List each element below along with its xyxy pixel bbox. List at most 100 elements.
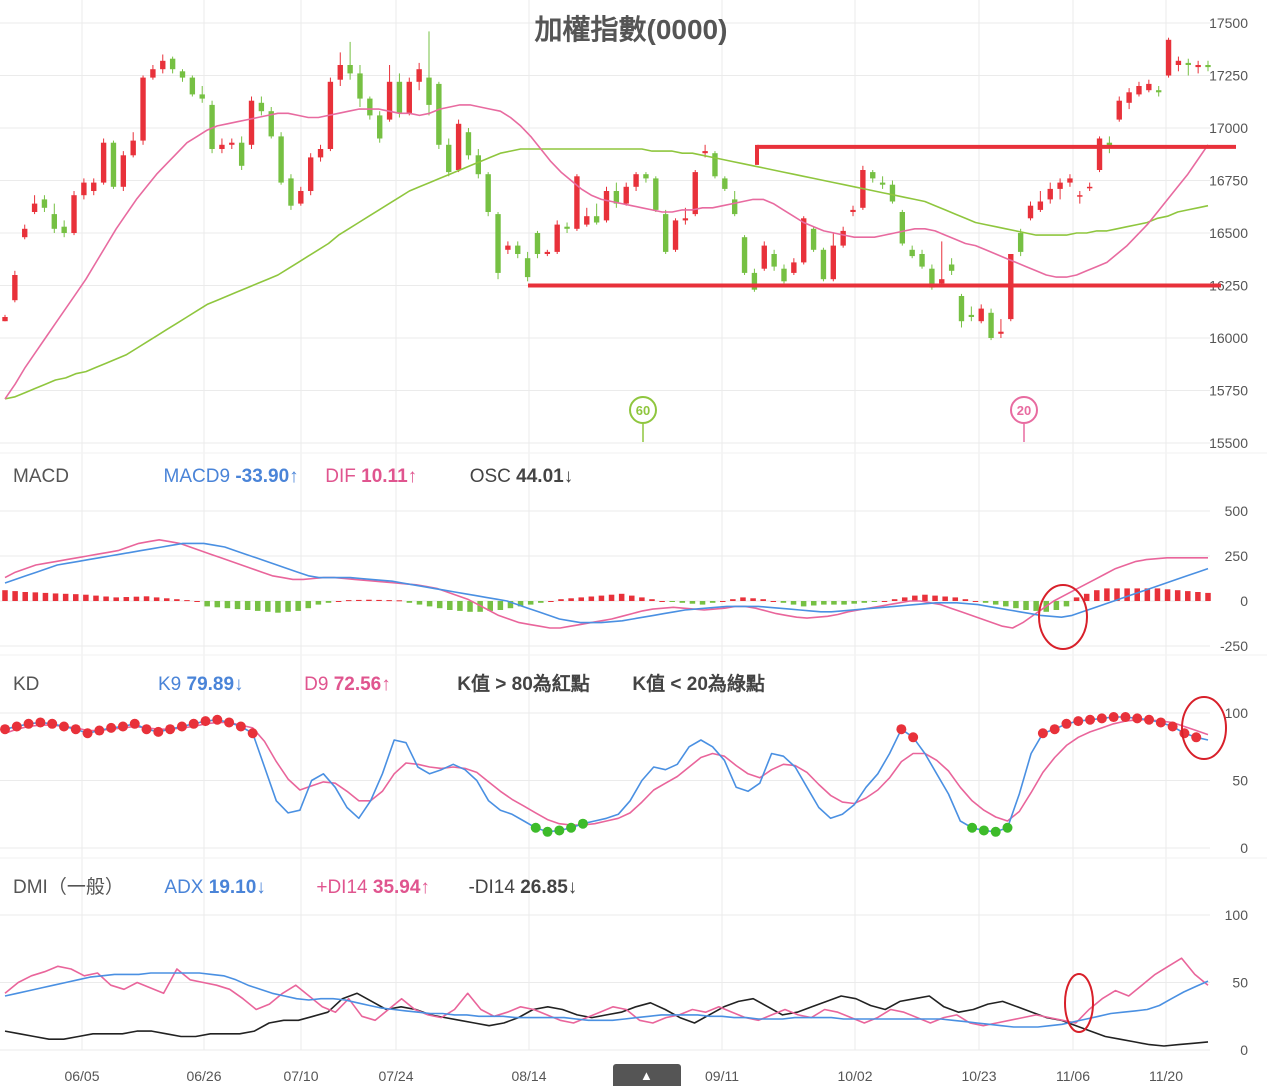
pdi-name: +DI14 <box>316 877 368 898</box>
kd-red-dot <box>165 724 176 735</box>
kd-highlight-circle <box>1181 696 1227 760</box>
osc-bar <box>1144 588 1151 601</box>
candle-body <box>130 140 136 156</box>
kd-dots-layer <box>0 712 1202 837</box>
kd-red-dot <box>200 716 211 727</box>
y-tick-label: 17000 <box>1209 120 1248 136</box>
panel-axis: 100 50 0 <box>0 705 1248 856</box>
osc-bar <box>780 601 787 603</box>
candle-body <box>41 199 48 208</box>
osc-bar <box>517 601 524 607</box>
osc-bar <box>810 601 817 606</box>
kd-green-dot <box>990 826 1001 837</box>
osc-bar <box>244 601 251 610</box>
candle-body <box>564 226 570 229</box>
dmi-label: DMI（一般） <box>13 877 124 898</box>
macd-label: MACD <box>13 466 69 487</box>
candle-body <box>436 83 442 145</box>
kd-red-dot <box>11 721 22 732</box>
candle-body <box>2 317 8 322</box>
candle-body <box>909 249 915 257</box>
osc-bar <box>204 601 210 607</box>
osc-bar <box>143 596 150 601</box>
osc-bar <box>487 601 494 611</box>
osc-bar <box>922 594 928 601</box>
ma-marker-circle <box>1010 396 1038 424</box>
candle-body <box>317 149 324 158</box>
osc-bar <box>1164 589 1171 601</box>
osc-bar <box>224 601 231 609</box>
candle-body <box>1047 188 1053 200</box>
osc-bar <box>912 595 918 601</box>
mdi-name: -DI14 <box>468 877 515 898</box>
candle-body <box>1205 65 1211 68</box>
candle-body <box>416 69 422 82</box>
candle-body <box>426 77 432 105</box>
x-tick-label: 10/23 <box>961 1068 996 1084</box>
osc-bar <box>972 601 979 602</box>
osc-bar <box>386 600 392 602</box>
candle-body <box>662 214 669 252</box>
y-tick-label: 50 <box>1232 773 1248 789</box>
osc-bar <box>315 601 322 605</box>
osc-bar <box>396 600 403 602</box>
osc-bar <box>1023 601 1029 610</box>
dmi-legend: DMI（一般） ADX 19.10↓ +DI14 35.94↑ -DI14 26… <box>13 872 577 899</box>
ma-marker-circle <box>629 396 657 424</box>
osc-bar <box>214 601 221 608</box>
candle-body <box>150 69 156 78</box>
kd-red-dot <box>1037 728 1048 739</box>
osc-bar <box>578 597 584 601</box>
kd-green-dot <box>530 822 541 833</box>
osc-bar <box>800 601 807 607</box>
osc-value: 44.01↓ <box>516 466 574 487</box>
candle-body <box>584 216 590 225</box>
candle-body <box>1185 62 1191 65</box>
candle-body <box>229 142 235 145</box>
candle-body <box>1146 83 1152 91</box>
y-tick-label: 15750 <box>1209 383 1248 399</box>
candle-body <box>1096 138 1103 170</box>
osc-bar <box>568 598 574 601</box>
candle-body <box>475 155 482 175</box>
osc-bar <box>1094 590 1100 601</box>
adx-name: ADX <box>164 877 204 898</box>
osc-bar <box>719 601 726 602</box>
osc-bar <box>982 601 989 603</box>
kd-red-dot <box>58 721 69 732</box>
osc-bar <box>265 601 271 612</box>
candle-body <box>929 268 935 288</box>
osc-bar <box>305 601 312 609</box>
x-tick-label: 08/14 <box>511 1068 546 1084</box>
kd-red-dot <box>94 725 105 736</box>
candle-body <box>91 182 97 191</box>
osc-bar <box>1033 601 1039 611</box>
osc-bar <box>558 599 564 601</box>
osc-bar <box>62 593 69 601</box>
osc-bar <box>881 601 888 602</box>
candle-body <box>278 136 284 183</box>
kd-green-dot <box>967 822 978 833</box>
osc-bar <box>588 596 595 601</box>
candle-body <box>850 209 856 212</box>
kd-red-dot <box>129 718 140 729</box>
candle-body <box>741 237 748 273</box>
osc-bar <box>254 601 261 611</box>
candle-body <box>307 157 314 191</box>
k9-value: 79.89↓ <box>186 674 244 695</box>
candle-body <box>1086 186 1093 189</box>
osc-bar <box>548 601 554 602</box>
candle-body <box>939 279 945 284</box>
candle-body <box>337 65 343 80</box>
d9-value: 72.56↑ <box>333 674 391 695</box>
osc-bar <box>234 601 241 610</box>
candle-body <box>524 258 531 278</box>
osc-bar <box>285 601 291 612</box>
osc-bar <box>1114 588 1120 601</box>
scroll-handle[interactable]: ▲ <box>613 1064 681 1086</box>
candle-body <box>1077 195 1083 197</box>
macd9-value: -33.90↑ <box>235 466 299 487</box>
osc-bar <box>1134 588 1140 601</box>
candle-body <box>258 102 265 112</box>
candle-body <box>603 191 610 221</box>
